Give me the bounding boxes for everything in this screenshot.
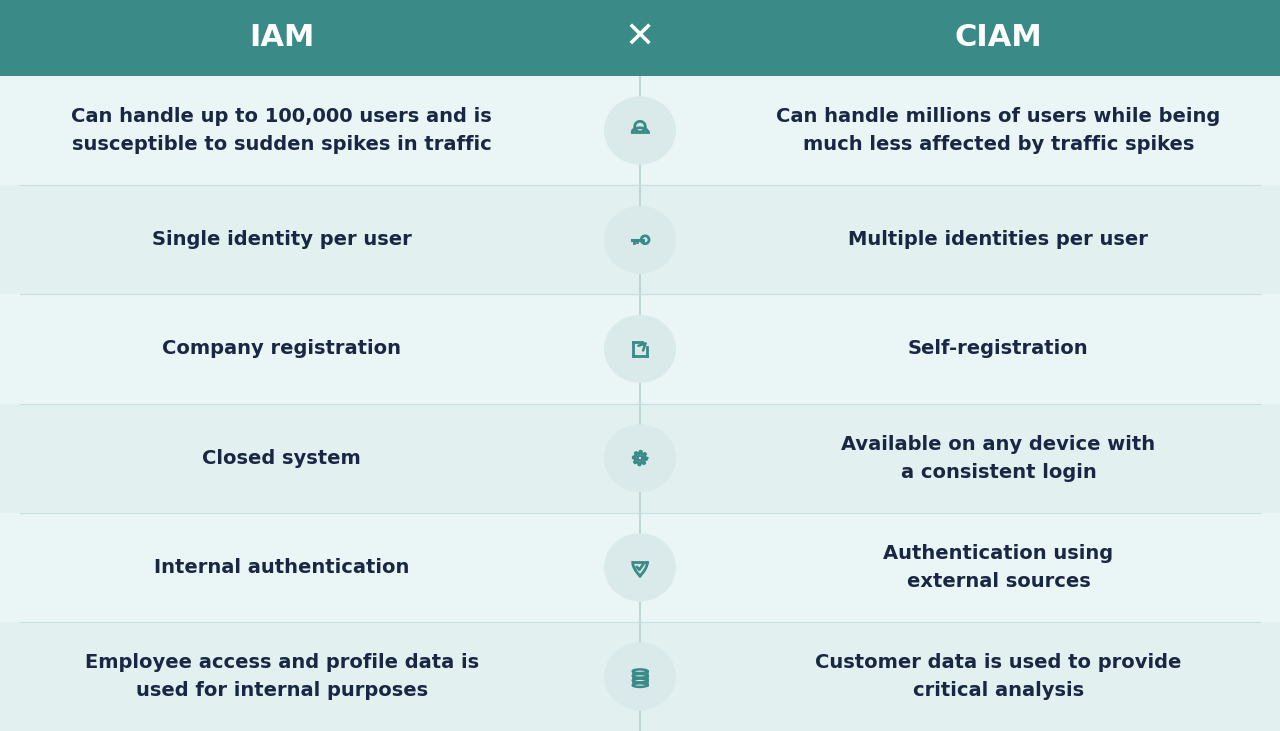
Text: Customer data is used to provide
critical analysis: Customer data is used to provide critica… [815, 653, 1181, 700]
Text: Can handle up to 100,000 users and is
susceptible to sudden spikes in traffic: Can handle up to 100,000 users and is su… [72, 107, 492, 154]
Bar [0, 404, 1280, 512]
Bar [0, 185, 1280, 295]
Bar [0, 622, 1280, 731]
Ellipse shape [604, 424, 676, 492]
Ellipse shape [604, 643, 676, 711]
Ellipse shape [604, 315, 676, 383]
Text: Multiple identities per user: Multiple identities per user [849, 230, 1148, 249]
Text: Internal authentication: Internal authentication [154, 558, 410, 577]
Bar [0, 295, 1280, 404]
Bar [0, 512, 1280, 622]
Text: Self-registration: Self-registration [908, 339, 1089, 358]
Bar [0, 76, 1280, 185]
Text: Company registration: Company registration [163, 339, 401, 358]
Text: ✕: ✕ [625, 21, 655, 55]
Ellipse shape [604, 96, 676, 164]
Ellipse shape [604, 205, 676, 273]
Bar [0, 0, 1280, 76]
Ellipse shape [604, 533, 676, 602]
Text: Employee access and profile data is
used for internal purposes: Employee access and profile data is used… [84, 653, 479, 700]
Text: Available on any device with
a consistent login: Available on any device with a consisten… [841, 435, 1156, 482]
Text: CIAM: CIAM [955, 23, 1042, 53]
Text: Single identity per user: Single identity per user [152, 230, 411, 249]
Text: Closed system: Closed system [202, 449, 361, 468]
Text: Can handle millions of users while being
much less affected by traffic spikes: Can handle millions of users while being… [776, 107, 1221, 154]
Text: Authentication using
external sources: Authentication using external sources [883, 544, 1114, 591]
Text: IAM: IAM [248, 23, 315, 53]
